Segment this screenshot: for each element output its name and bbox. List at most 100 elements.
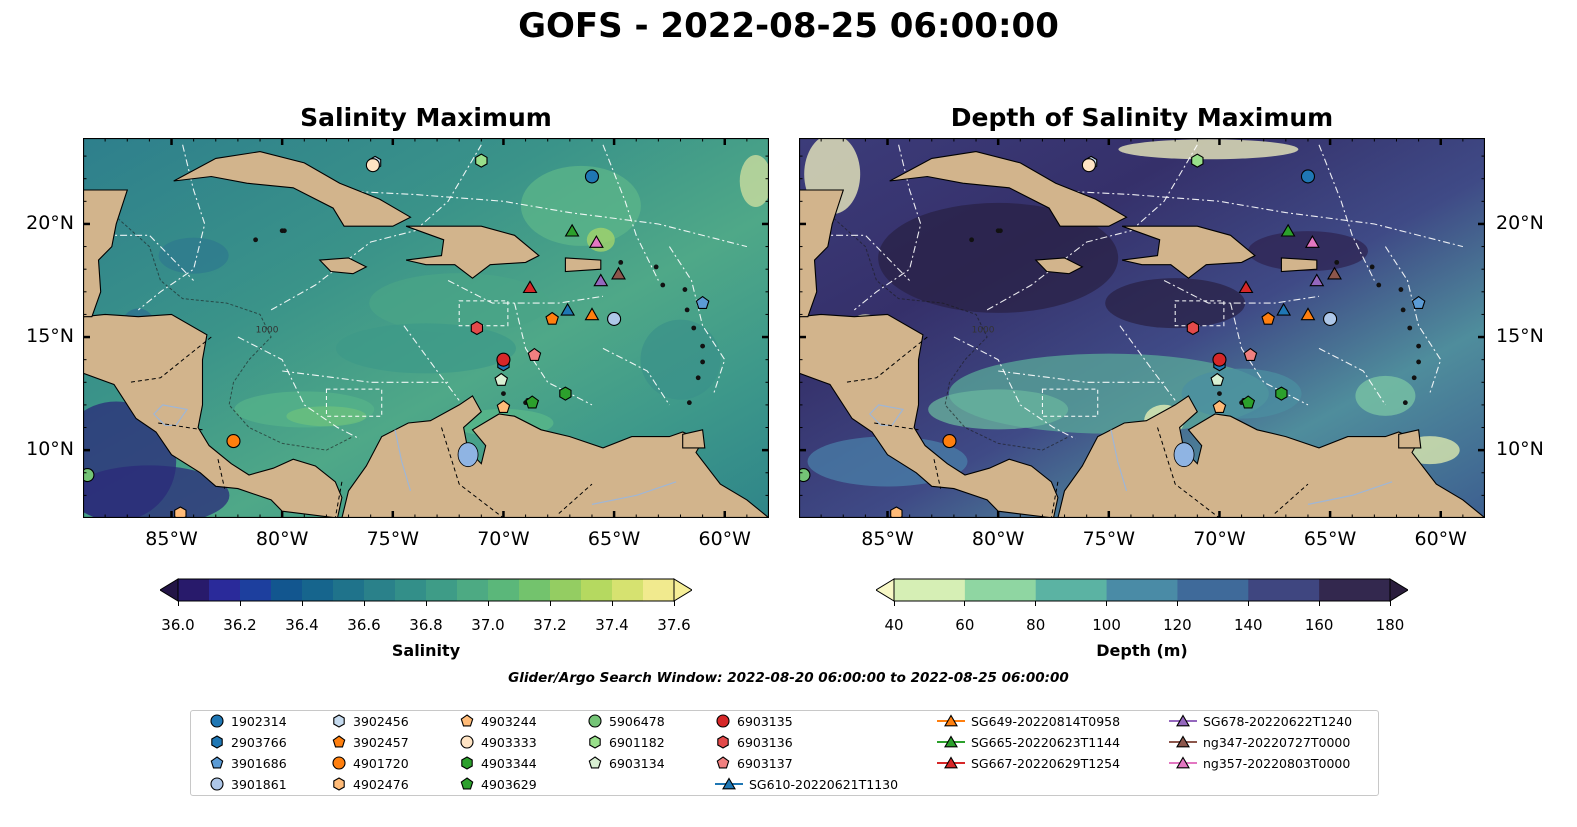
legend-item: 5906478 [587,712,665,730]
platform-4902476 [890,506,903,518]
legend-label: 4903344 [481,755,537,771]
legend-marker [332,735,346,748]
colorbar-bin [333,579,365,601]
legend-item: 6903135 [715,712,793,730]
land-yucatan [799,189,845,318]
platform-6903134 [1210,372,1225,386]
panel-title-salinity: Salinity Maximum [300,103,552,132]
platform-SG665-20220623T1144 [564,223,580,237]
legend-item: 6903137 [715,754,793,772]
lon-tick-label: 75°W [1082,528,1136,550]
small-island [1376,282,1382,288]
legend-marker [944,714,958,727]
legend-marker [717,735,729,749]
platform-SG667-20220629T1254 [1238,280,1254,294]
colorbar-bin [964,579,1037,601]
lon-tick-label: 75°W [366,528,420,550]
lat-tick-label: 15°N [1496,325,1544,348]
colorbar-tick-label: 100 [1092,616,1121,634]
country-border [558,483,593,514]
eez-boundary [326,189,748,248]
panel-title-depth: Depth of Salinity Maximum [950,103,1334,132]
lon-tick-label: 70°W [1193,528,1246,550]
colorbar-tick-label: 180 [1375,616,1405,634]
colorbar-bin [1319,579,1391,601]
eez-boundary [668,246,726,394]
contour-label: 1000 [972,326,995,336]
legend-item: 6901182 [587,733,665,751]
country-border [1274,483,1309,514]
colorbar-bin [550,579,582,601]
legend-item: ng357-20220803T0000 [1169,754,1350,772]
salinity-colorbar [160,578,692,602]
colorbar-bin [1035,579,1108,601]
legend-marker [716,756,730,769]
eez-boundary [821,234,910,281]
small-island [684,307,690,313]
legend-label: 3901686 [231,755,287,771]
eez-boundary [998,370,1165,383]
colorbar-bin [426,579,458,601]
platform-3901686 [1411,295,1426,309]
platform-4903629 [1241,395,1256,409]
eez-boundary [403,325,460,401]
small-island [1400,307,1406,313]
small-island [700,359,706,365]
river [152,404,189,426]
river [1110,429,1128,492]
colorbar-extend-high [673,578,692,602]
eez-boundary [447,280,604,304]
small-island [1402,400,1408,406]
lon-tick-label: 80°W [971,528,1025,550]
legend-marker [333,777,345,791]
eez-boundary [986,144,1198,311]
colorbar-tick-label: 37.6 [657,616,691,634]
land-central-america [83,313,343,518]
land-puerto-rico [564,257,602,273]
legend-label: SG667-20220629T1254 [971,755,1121,771]
legend-label: 6903135 [737,713,793,729]
legend-label: 4903333 [481,734,537,750]
platform-4903244 [496,400,511,413]
eez-boundary [953,336,1076,440]
river [1307,481,1393,505]
platform-ng357-20220803T0000 [1304,235,1320,248]
colorbar-tick-label: 40 [884,616,904,634]
platform-ng347-20220727T0000 [1327,266,1342,280]
colorbar-tick-label: 160 [1304,616,1334,634]
country-border [334,481,343,518]
eez-boundary [137,144,206,311]
country-border [1050,481,1059,518]
lon-tick-label: 85°W [861,528,914,550]
small-island [682,287,688,292]
lon-tick-label: 60°W [1414,528,1467,550]
legend-item: 6903136 [715,733,793,751]
lat-tick-label: 15°N [26,325,74,348]
colorbar-tick-label: 36.4 [285,616,319,634]
small-island [691,325,697,331]
platform-SG665-20220623T1144 [1280,223,1296,237]
platform-6903135 [496,352,511,367]
colorbar-bin [488,579,520,601]
legend-marker [588,756,602,769]
colorbar-bin [612,579,644,601]
colorbar-tick-label: 60 [955,616,975,634]
eez-boundary [1384,246,1442,394]
colorbar-tick-label: 120 [1163,616,1192,634]
platform-4903344 [1275,386,1288,401]
platform-4901720 [942,434,957,449]
country-border [1157,427,1220,518]
platform-6903137 [1243,347,1258,361]
legend-item: 2903766 [209,733,287,751]
platform-4903629 [525,395,540,409]
small-island [1217,391,1222,396]
legend-item: 4903244 [459,712,537,730]
river [868,404,905,426]
platform-3901861 [607,311,622,327]
legend-label: SG649-20220814T0958 [971,713,1121,729]
legend-marker [460,714,474,727]
legend-item: SG667-20220629T1254 [937,754,1120,772]
legend-item: ng347-20220727T0000 [1169,733,1350,751]
legend-label: 6903136 [737,734,793,750]
eez-boundary [1042,189,1464,248]
